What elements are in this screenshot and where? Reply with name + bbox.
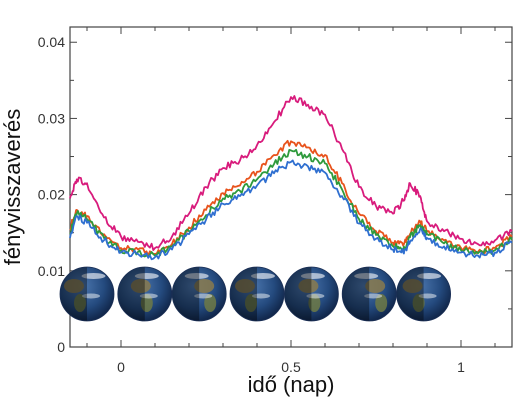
earth-globe [396,266,452,322]
x-axis-title: idő (nap) [248,372,335,397]
series-lines [69,95,513,261]
x-tick-label: 0.5 [281,359,301,375]
earth-globe [341,266,397,322]
earth-globe [229,266,285,322]
earth-views [59,266,452,322]
y-tick-label: 0.02 [38,187,65,203]
series-line [69,95,513,252]
x-tick-label: 1 [457,359,465,375]
series-line [69,159,513,261]
y-tick-label: 0.03 [38,110,65,126]
earth-globe [117,266,173,322]
y-tick-label: 0.04 [38,34,65,50]
x-axis: 0 0.5 1 [86,27,496,375]
y-axis: 0 0.01 0.02 0.03 0.04 [38,34,512,355]
y-tick-label: 0.01 [38,263,65,279]
y-axis-title: fényvisszaverés [0,109,25,266]
y-tick-label: 0 [57,339,65,355]
earth-globe [59,266,115,322]
earth-globe [283,266,339,322]
earth-globe [171,266,227,322]
x-tick-label: 0 [117,359,125,375]
